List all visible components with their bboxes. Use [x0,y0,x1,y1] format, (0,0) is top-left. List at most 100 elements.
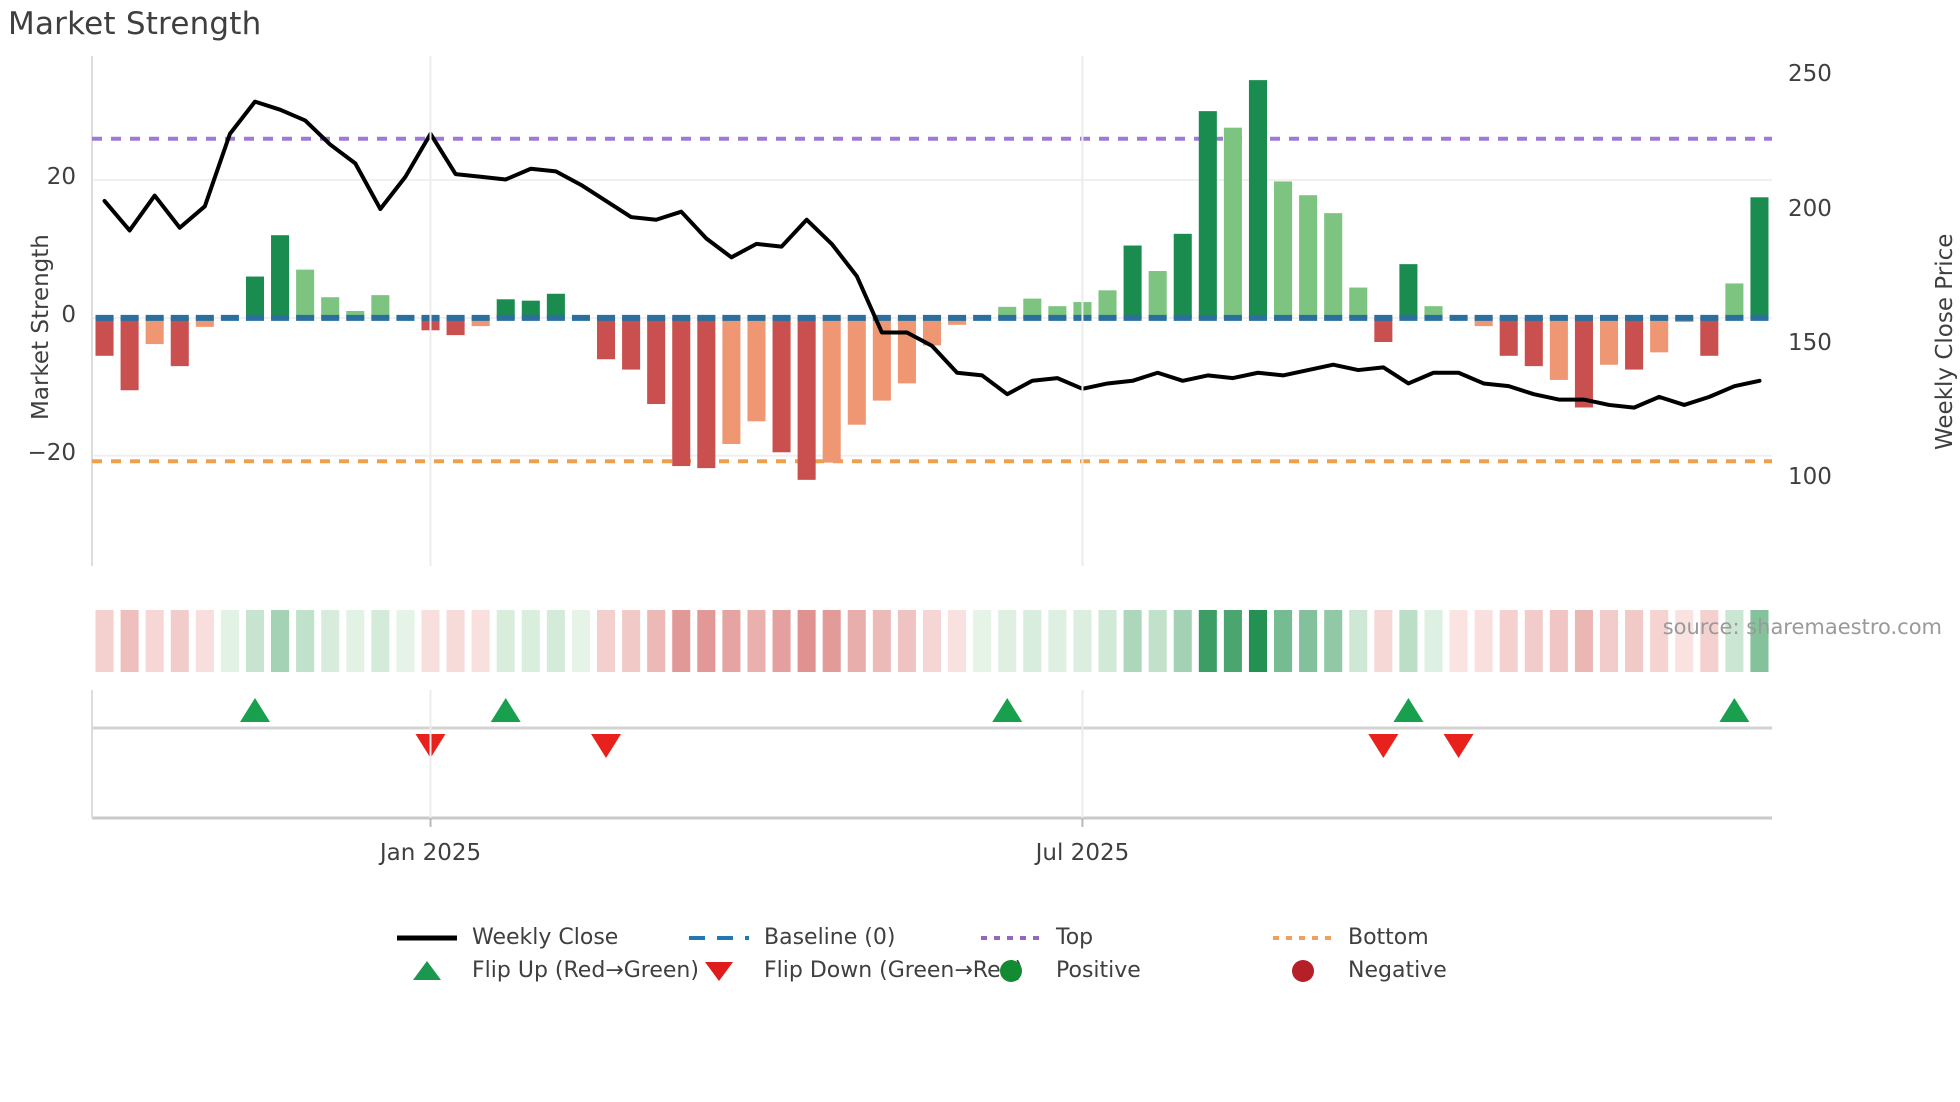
heatmap-cell [546,610,565,672]
heatmap-cell [847,610,866,672]
circle-icon [1272,959,1334,983]
heatmap-cell [1299,610,1318,672]
legend-label: Top [1056,925,1094,950]
bar [1599,317,1619,365]
heatmap-cell [446,610,465,672]
heatmap-cell [1098,610,1117,672]
heatmap-cell [571,610,590,672]
bar [170,317,189,367]
circle-icon-svg [1292,959,1314,982]
heatmap-cell [271,610,290,672]
bar [797,317,816,480]
heatmap-cell [1023,610,1042,672]
heatmap-cell [396,610,415,672]
heatmap-cell [872,610,891,672]
legend-line-svg [689,935,749,940]
bar [496,299,515,318]
triangle-up-icon[interactable] [1719,698,1750,722]
heatmap-cell [120,610,139,672]
legend-triangle [413,960,441,980]
chart-legend: Weekly Close Baseline (0) Top Bottom Flip Up… [0,925,1960,983]
bar [948,317,967,325]
bar [872,317,891,401]
bar [1574,317,1593,408]
triangle-up-icon[interactable] [239,698,270,722]
heatmap-cell [1324,610,1343,672]
legend-item-flip-down-green-red[interactable]: Flip Down (Green→Red) [688,958,1023,983]
legend-label: Baseline (0) [764,925,896,950]
bar [1148,271,1167,318]
bar [120,317,139,391]
heatmap-cell [1524,610,1543,672]
triangle-down-icon[interactable] [1368,734,1399,758]
legend-row: Flip Up (Red→Green) Flip Down (Green→Red)… [396,958,1564,983]
bar [1474,317,1493,327]
bar [1750,197,1769,318]
heatmap-cell [797,610,816,672]
heatmap-cell [421,610,440,672]
legend-label: Bottom [1348,925,1429,950]
bar [1625,317,1644,370]
bar [371,295,390,318]
legend-label: Weekly Close [472,925,619,950]
heatmap-cell [622,610,641,672]
heatmap-cell [722,610,741,672]
heatmap-cell [922,610,942,672]
heatmap-cell [220,610,239,672]
dashed-line-swatch [688,926,750,950]
heatmap-cell [145,610,164,672]
axis-spines [91,56,1772,820]
legend-item-bottom[interactable]: Bottom [1272,925,1564,950]
x-axis-tick: Jul 2025 [1035,840,1130,866]
bar [271,235,290,318]
heatmap-cell [296,610,315,672]
heatmap-cell [1274,610,1293,672]
bar [1524,317,1543,367]
heatmap-cell [170,610,189,672]
heatmap-cell [321,610,340,672]
y-axis-right-tick: 150 [1788,329,1832,356]
legend-line-svg [981,935,1041,940]
flip-markers [239,698,1750,758]
bar [195,317,214,327]
legend-item-baseline-0[interactable]: Baseline (0) [688,925,980,950]
bar [672,317,691,467]
heatmap-cell [1650,610,1669,672]
bar [1349,287,1368,318]
x-axis-tick: Jan 2025 [379,840,482,866]
heatmap-cell [672,610,691,672]
triangle-down-icon[interactable] [1443,734,1474,758]
heatmap-cell [1424,610,1443,672]
legend-item-negative[interactable]: Negative [1272,958,1564,983]
bar [1725,283,1744,318]
triangle-up-icon[interactable] [1393,698,1424,722]
bar [597,317,616,360]
circle-icon-svg [1000,959,1022,982]
y-axis-left-tick: 0 [61,301,76,328]
legend-dot [1292,959,1314,982]
y-axis-left-tick: −20 [27,439,76,466]
heatmap-cell [973,610,992,672]
dotted-line-swatch [980,926,1042,950]
legend-item-weekly-close[interactable]: Weekly Close [396,925,688,950]
heatmap-cell [1449,610,1468,672]
bar [95,317,114,356]
triangle-down-icon[interactable] [591,734,622,758]
legend-label: Negative [1348,958,1447,983]
bar [1549,317,1568,380]
legend-item-top[interactable]: Top [980,925,1272,950]
bar [245,276,265,318]
legend-item-flip-up-red-green[interactable]: Flip Up (Red→Green) [396,958,699,983]
heatmap-cell [597,610,616,672]
bar [1123,245,1142,318]
triangle-up-icon-svg [413,960,441,980]
page-title: Market Strength [8,6,262,42]
legend-item-positive[interactable]: Positive [980,958,1272,983]
legend-label: Flip Up (Red→Green) [472,958,699,983]
triangle-up-icon[interactable] [992,698,1023,722]
triangle-up-icon[interactable] [490,698,521,722]
bar [296,269,315,318]
heatmap-cell [747,610,766,672]
bar [847,317,866,425]
bar [1223,127,1242,318]
